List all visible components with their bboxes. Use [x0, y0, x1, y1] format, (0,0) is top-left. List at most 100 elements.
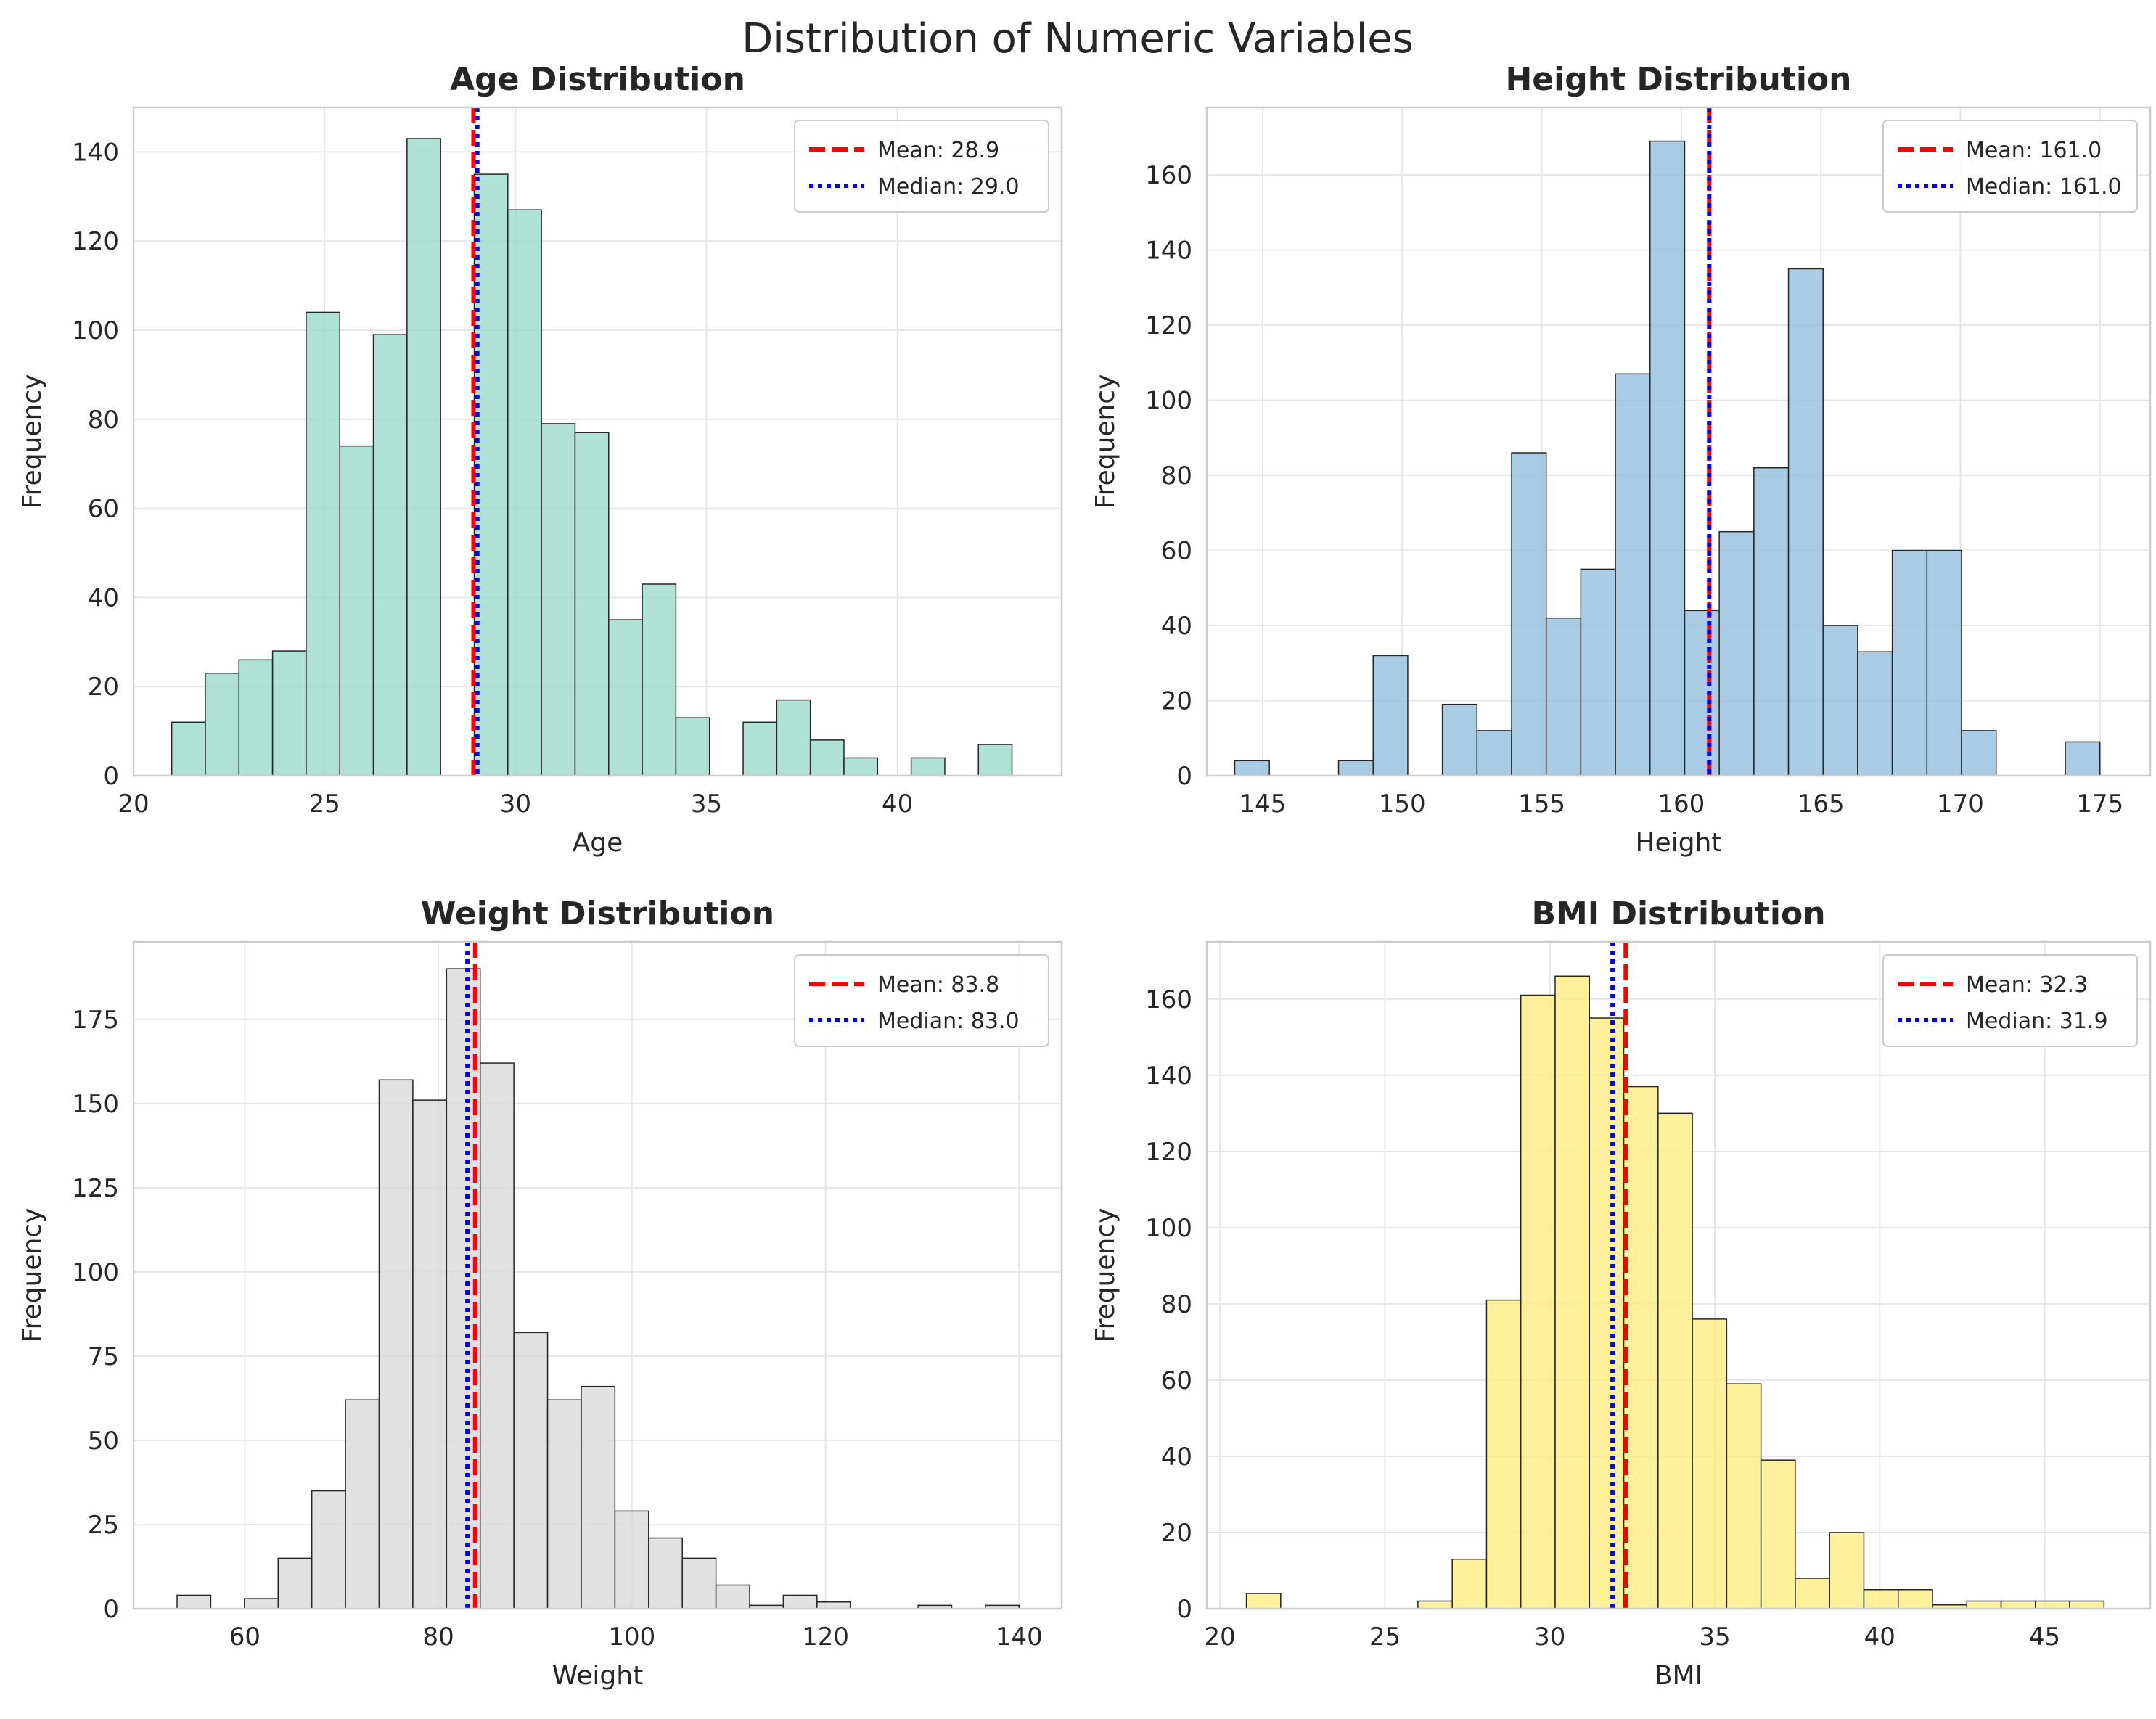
- x-tick-label: 165: [1798, 789, 1845, 819]
- histogram-bar: [345, 1399, 380, 1609]
- histogram-bar: [910, 757, 946, 776]
- y-tick-label: 100: [1145, 1214, 1192, 1243]
- histogram-bar: [1417, 1600, 1453, 1609]
- histogram-bar: [507, 209, 542, 776]
- histogram-bar: [1337, 760, 1374, 776]
- histogram-bar: [1589, 1017, 1625, 1609]
- histogram-bar: [1863, 1588, 1899, 1609]
- histogram-bar: [1857, 651, 1893, 776]
- y-tick-label: 25: [88, 1511, 119, 1540]
- histogram-bar: [412, 1099, 448, 1609]
- panel-2: 145 150 155 160 165 170 175 0 20 40 60 80 100 120 140 1…: [1091, 61, 2152, 858]
- histogram-bar: [1441, 703, 1478, 776]
- y-tick-label: 80: [1161, 1290, 1192, 1319]
- x-tick-label: 175: [2076, 789, 2123, 819]
- y-tick-label: 140: [1145, 237, 1192, 266]
- histogram-bar: [1926, 549, 1962, 776]
- y-tick-label: 120: [1145, 1138, 1192, 1167]
- histogram-bar: [2069, 1600, 2105, 1609]
- histogram-bar: [277, 1557, 313, 1609]
- histogram-bar: [1760, 1459, 1796, 1609]
- x-tick-label: 100: [608, 1622, 655, 1652]
- panel-title: Age Distribution: [450, 61, 745, 98]
- plot-frame: [132, 106, 1063, 777]
- histogram-bar: [581, 1385, 616, 1609]
- histogram-bar: [1726, 1383, 1762, 1609]
- legend-median-label: Median: 31.9: [1966, 1009, 2108, 1034]
- panel-title: BMI Distribution: [1531, 895, 1825, 932]
- legend-mean-label: Mean: 83.8: [877, 972, 999, 998]
- legend-box: [1882, 954, 2138, 1047]
- x-tick-label: 155: [1518, 789, 1565, 819]
- histogram-bar: [1245, 1593, 1282, 1609]
- x-tick-label: 120: [802, 1622, 849, 1652]
- legend-mean-label: Mean: 32.3: [1966, 972, 2088, 998]
- x-tick-label: 25: [1369, 1622, 1401, 1652]
- plot-frame: [1205, 940, 2152, 1610]
- y-tick-label: 50: [88, 1427, 119, 1456]
- y-tick-label: 100: [72, 316, 119, 345]
- histogram-bar: [642, 583, 677, 776]
- x-tick-label: 145: [1239, 789, 1286, 819]
- x-axis-label: BMI: [1655, 1661, 1702, 1691]
- y-tick-label: 160: [1145, 985, 1192, 1014]
- histogram-bar: [1897, 1588, 1933, 1609]
- histogram-bar: [608, 619, 643, 776]
- histogram-bar: [1822, 625, 1858, 776]
- x-tick-label: 30: [500, 789, 531, 819]
- x-tick-label: 30: [1534, 1622, 1565, 1652]
- y-tick-label: 80: [88, 406, 119, 435]
- histogram-bar: [574, 432, 610, 776]
- histogram-bar: [1753, 467, 1790, 776]
- histogram-bar: [1234, 760, 1270, 776]
- histogram-bar: [675, 717, 710, 776]
- histogram-bar: [614, 1510, 649, 1609]
- histogram-bar: [1520, 994, 1556, 1609]
- y-axis-label: Frequency: [17, 1208, 47, 1343]
- y-tick-label: 40: [88, 583, 119, 612]
- y-tick-label: 40: [1161, 1443, 1192, 1472]
- histogram-bar: [1554, 975, 1591, 1609]
- histogram-bar: [1451, 1558, 1488, 1609]
- histogram-bar: [546, 1399, 582, 1609]
- x-tick-label: 20: [118, 789, 149, 819]
- x-axis-label: Weight: [552, 1661, 643, 1691]
- y-tick-label: 175: [72, 1006, 119, 1035]
- histogram-bar: [843, 757, 879, 776]
- panels: 20 25 30 35 40 0 20 40 60 80 100 120 140 Age Distribu…: [17, 61, 2152, 1691]
- panel-title: Height Distribution: [1505, 61, 1851, 98]
- panel-title: Weight Distribution: [421, 895, 774, 932]
- y-tick-label: 140: [72, 138, 119, 167]
- histogram-bar: [171, 721, 206, 776]
- y-tick-label: 120: [72, 227, 119, 256]
- y-tick-label: 20: [1161, 687, 1192, 716]
- histogram-bar: [339, 445, 374, 776]
- legend-mean-label: Mean: 28.9: [877, 138, 999, 163]
- histogram-bar: [1485, 1299, 1522, 1609]
- histogram-bar: [176, 1594, 212, 1609]
- y-axis-label: Frequency: [17, 374, 47, 509]
- x-tick-label: 60: [229, 1622, 261, 1652]
- x-tick-label: 35: [1699, 1622, 1730, 1652]
- x-tick-label: 150: [1379, 789, 1426, 819]
- x-tick-label: 170: [1937, 789, 1984, 819]
- histogram-bar: [1476, 730, 1512, 776]
- histogram-bar: [271, 650, 307, 776]
- y-tick-label: 40: [1161, 612, 1192, 641]
- x-tick-label: 25: [309, 789, 340, 819]
- histogram-bar: [809, 739, 845, 776]
- legend: Mean: 83.8 Median: 83.0: [794, 954, 1049, 1047]
- y-tick-label: 0: [1176, 762, 1192, 791]
- legend: Mean: 161.0 Median: 161.0: [1882, 120, 2138, 213]
- y-axis-label: Frequency: [1091, 374, 1120, 509]
- histogram-bar: [1657, 1112, 1693, 1609]
- histogram-bar: [1545, 617, 1582, 776]
- histogram-bar: [742, 721, 778, 776]
- y-tick-label: 0: [1176, 1595, 1192, 1624]
- histogram-bar: [977, 744, 1013, 776]
- histogram-bar: [1649, 140, 1686, 776]
- y-tick-label: 75: [88, 1342, 119, 1371]
- legend-median-label: Median: 161.0: [1966, 174, 2122, 200]
